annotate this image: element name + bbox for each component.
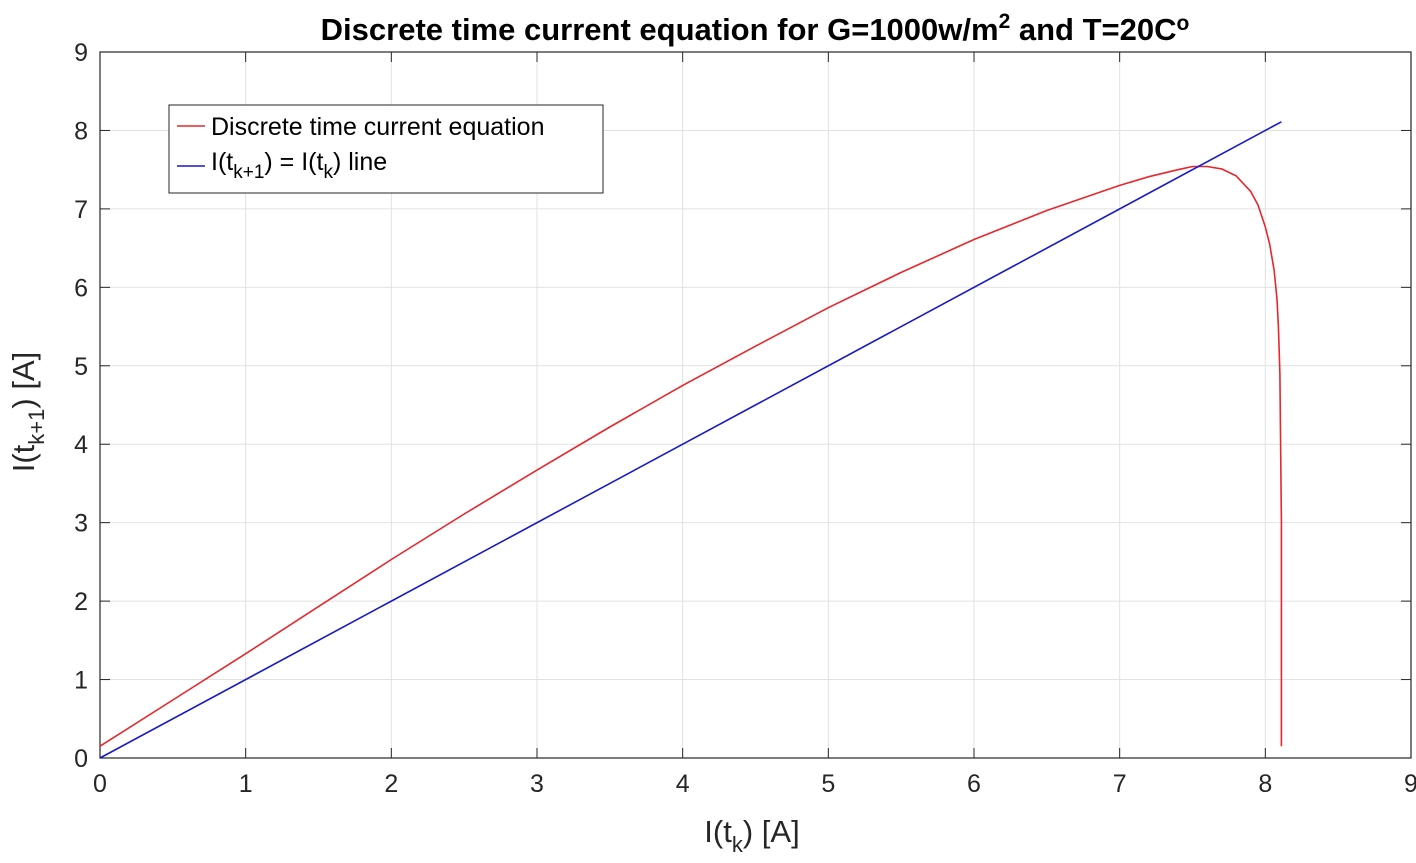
x-tick-label: 4 xyxy=(676,770,690,798)
x-axis-label-prefix: I(t xyxy=(704,814,732,849)
title-superscript: 2 xyxy=(999,10,1011,33)
legend-blue-part-a: I(t xyxy=(211,148,233,176)
x-tick-label: 5 xyxy=(821,770,835,798)
legend-label-red: Discrete time current equation xyxy=(211,113,544,141)
x-tick-label: 3 xyxy=(530,770,544,798)
title-degree: o xyxy=(1177,12,1190,35)
y-tick-label: 7 xyxy=(74,196,88,224)
x-tick-label: 9 xyxy=(1404,770,1416,798)
legend: Discrete time current equation I(tk+1) =… xyxy=(168,104,604,194)
x-tick-label: 2 xyxy=(384,770,398,798)
plot-frame xyxy=(99,51,1412,759)
legend-blue-part-b: ) = I(t xyxy=(264,148,323,176)
y-tick-label: 9 xyxy=(74,39,88,67)
legend-blue-sub-b: k xyxy=(323,162,333,183)
x-axis-label-subscript: k xyxy=(732,832,744,857)
y-tick-label: 6 xyxy=(74,274,88,302)
legend-label-blue: I(tk+1) = I(tk) line xyxy=(211,148,387,183)
y-axis-label: I(tk+1) [A] xyxy=(6,352,49,473)
x-axis-label: I(tk) [A] xyxy=(704,814,799,857)
y-axis-ticks: 0 1 2 3 4 5 6 7 8 9 xyxy=(74,39,1411,773)
chart-title: Discrete time current equation for G=100… xyxy=(321,10,1190,47)
y-axis-label-prefix: I(t xyxy=(6,444,41,472)
y-axis-label-suffix: ) [A] xyxy=(6,352,41,409)
legend-blue-sub-a: k+1 xyxy=(233,162,264,183)
series-group xyxy=(99,121,1283,759)
x-axis-label-suffix: ) [A] xyxy=(743,814,800,849)
y-axis-label-subscript: k+1 xyxy=(24,409,49,445)
x-tick-label: 1 xyxy=(239,770,253,798)
x-tick-label: 0 xyxy=(93,770,107,798)
x-tick-label: 6 xyxy=(967,770,981,798)
y-tick-label: 5 xyxy=(74,353,88,381)
legend-blue-part-c: ) line xyxy=(333,148,387,176)
series-line-identity xyxy=(99,121,1282,759)
series-line-discrete-current xyxy=(99,165,1283,747)
y-tick-label: 8 xyxy=(74,117,88,145)
title-main: Discrete time current equation for G=100… xyxy=(321,12,999,47)
y-tick-label: 0 xyxy=(74,745,88,773)
x-axis-ticks: 0 1 2 3 4 5 6 7 8 9 xyxy=(93,52,1416,798)
x-tick-label: 7 xyxy=(1113,770,1127,798)
y-tick-label: 1 xyxy=(74,667,88,695)
legend-box xyxy=(168,104,604,194)
title-tail: and T=20C xyxy=(1010,12,1176,47)
y-tick-label: 4 xyxy=(74,431,88,459)
y-tick-label: 3 xyxy=(74,510,88,538)
y-tick-label: 2 xyxy=(74,588,88,616)
x-tick-label: 8 xyxy=(1258,770,1272,798)
